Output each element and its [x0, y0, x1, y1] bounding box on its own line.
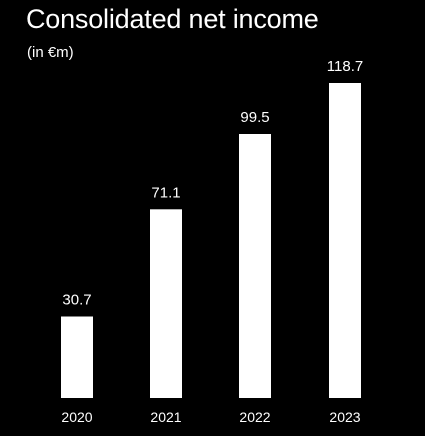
- value-label-2023: 118.7: [327, 58, 363, 75]
- x-tick-label-2022: 2022: [239, 409, 270, 425]
- x-tick-label-2021: 2021: [150, 409, 181, 425]
- bar-2023: [329, 83, 361, 398]
- chart-subtitle: (in €m): [27, 44, 74, 61]
- bar-2022: [239, 134, 271, 398]
- x-tick-label-2020: 2020: [61, 409, 92, 425]
- x-tick-label-2023: 2023: [329, 409, 360, 425]
- value-label-2022: 99.5: [240, 109, 269, 126]
- bar-2021: [150, 209, 182, 398]
- value-label-2020: 30.7: [62, 292, 91, 309]
- bar-2020: [61, 316, 93, 398]
- value-label-2021: 71.1: [151, 184, 180, 201]
- chart-title: Consolidated net income: [26, 4, 319, 34]
